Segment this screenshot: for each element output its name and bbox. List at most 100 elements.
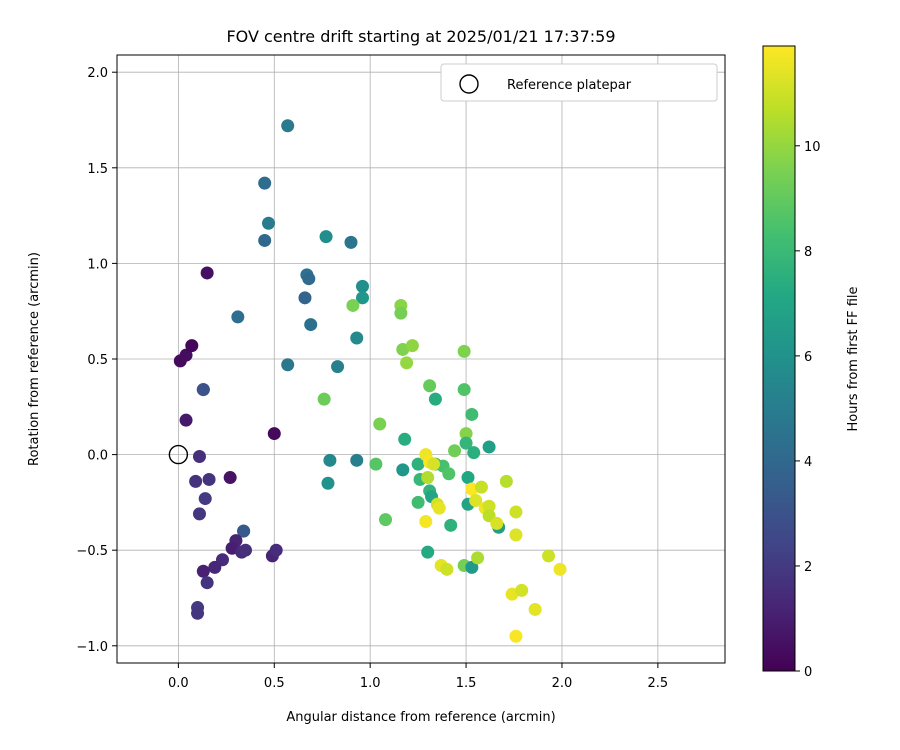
- chart-title: FOV centre drift starting at 2025/01/21 …: [226, 27, 615, 46]
- data-point: [317, 392, 331, 406]
- data-point: [231, 310, 245, 324]
- y-axis: −1.0 −0.5 0.0 0.5 1.0 1.5 2.0: [76, 66, 117, 655]
- x-tick-label: 1.5: [456, 676, 477, 691]
- data-point: [202, 472, 216, 486]
- data-point: [442, 467, 456, 481]
- data-points: [173, 119, 567, 643]
- data-point: [553, 562, 567, 576]
- data-point: [528, 602, 542, 616]
- data-point: [490, 516, 504, 530]
- colorbar: 0 2 4 6 8 10 Hours from first FF file: [762, 45, 861, 680]
- data-point: [459, 427, 473, 441]
- data-point: [185, 339, 199, 353]
- data-point: [426, 457, 440, 471]
- data-point: [373, 417, 387, 431]
- data-point: [200, 266, 214, 280]
- data-point: [428, 392, 442, 406]
- colorbar-label: Hours from first FF file: [846, 286, 861, 431]
- data-point: [411, 495, 425, 509]
- data-point: [465, 407, 479, 421]
- y-tick-label: 2.0: [87, 66, 108, 81]
- data-point: [208, 560, 222, 574]
- data-point: [346, 298, 360, 312]
- data-point: [398, 432, 412, 446]
- x-axis-label: Angular distance from reference (arcmin): [286, 710, 555, 725]
- data-point: [461, 471, 475, 485]
- data-point: [198, 492, 212, 506]
- data-point: [421, 471, 435, 485]
- y-tick-label: −1.0: [76, 640, 108, 655]
- data-point: [542, 549, 556, 563]
- x-axis: 0.0 0.5 1.0 1.5 2.0 2.5: [168, 663, 668, 691]
- data-point: [482, 440, 496, 454]
- data-point: [396, 463, 410, 477]
- data-point: [444, 518, 458, 532]
- data-point: [440, 562, 454, 576]
- data-point: [465, 560, 479, 574]
- data-point: [239, 543, 253, 557]
- colorbar-tick-label: 6: [804, 350, 812, 365]
- x-tick-label: 0.0: [168, 676, 189, 691]
- data-point: [319, 230, 333, 244]
- data-point: [281, 119, 295, 133]
- data-point: [298, 291, 312, 305]
- data-point: [331, 360, 345, 374]
- x-tick-label: 2.0: [552, 676, 573, 691]
- data-point: [471, 551, 485, 565]
- data-point: [179, 348, 193, 362]
- y-tick-label: −0.5: [76, 544, 108, 559]
- x-tick-label: 0.5: [264, 676, 285, 691]
- data-point: [432, 501, 446, 515]
- data-point: [323, 453, 337, 467]
- y-tick-label: 0.0: [87, 449, 108, 464]
- data-point: [237, 524, 251, 538]
- data-point: [400, 356, 414, 370]
- data-point: [419, 515, 433, 529]
- data-point: [509, 629, 523, 643]
- data-point: [405, 339, 419, 353]
- data-point: [394, 306, 408, 320]
- colorbar-tick-label: 2: [804, 560, 812, 575]
- x-tick-label: 2.5: [648, 676, 669, 691]
- x-tick-label: 1.0: [360, 676, 381, 691]
- data-point: [350, 453, 364, 467]
- data-point: [191, 606, 205, 620]
- legend-box: [440, 63, 718, 102]
- data-point: [223, 471, 237, 485]
- data-point: [509, 528, 523, 542]
- y-tick-label: 1.0: [87, 257, 108, 272]
- data-point: [200, 576, 214, 590]
- colorbar-tick-label: 8: [804, 245, 812, 260]
- data-point: [350, 331, 364, 345]
- colorbar-ticks: 0 2 4 6 8 10: [795, 140, 821, 680]
- legend-label: Reference platepar: [507, 78, 632, 93]
- data-point: [258, 233, 272, 247]
- data-point: [192, 507, 206, 521]
- data-point: [467, 446, 481, 460]
- colorbar-tick-label: 10: [804, 140, 821, 155]
- colorbar-tick-label: 4: [804, 455, 812, 470]
- colorbar-gradient: [762, 45, 796, 672]
- data-point: [457, 344, 471, 358]
- data-point: [423, 379, 437, 393]
- data-point: [448, 444, 462, 458]
- data-point: [258, 176, 272, 190]
- data-point: [459, 436, 473, 450]
- data-point: [179, 413, 193, 427]
- data-point: [192, 450, 206, 464]
- legend-marker-icon: [459, 74, 479, 94]
- y-axis-label: Rotation from reference (arcmin): [27, 252, 42, 466]
- data-point: [474, 480, 488, 494]
- data-point: [281, 358, 295, 372]
- data-point: [302, 272, 316, 286]
- reference-platepar-marker: [168, 444, 189, 465]
- data-point: [269, 543, 283, 557]
- data-point: [509, 505, 523, 519]
- data-point: [189, 474, 203, 488]
- data-point: [344, 235, 358, 249]
- data-point: [499, 474, 513, 488]
- data-point: [304, 318, 318, 332]
- y-tick-label: 1.5: [87, 162, 108, 177]
- data-point: [196, 564, 210, 578]
